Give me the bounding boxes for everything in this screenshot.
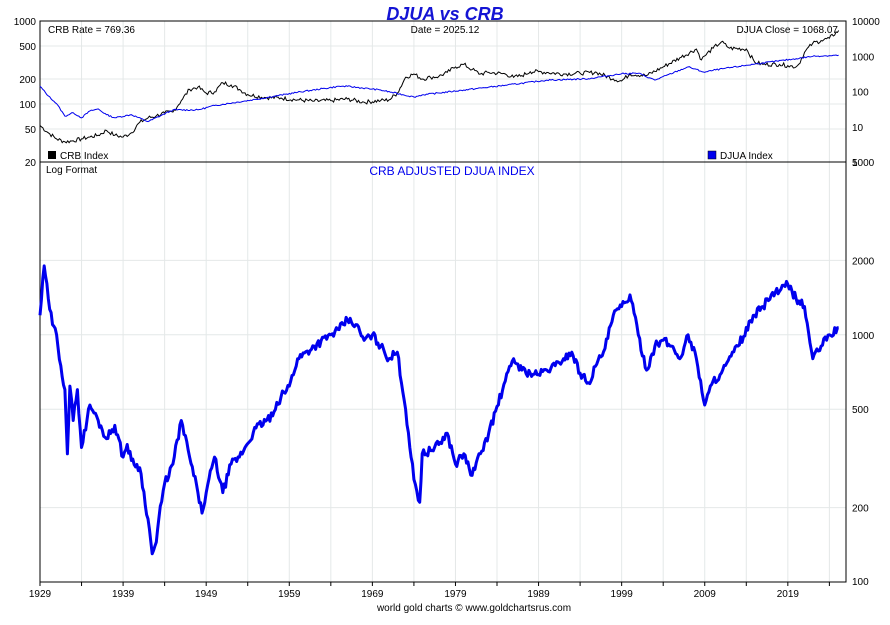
top-left-tick-label: 50 xyxy=(25,125,37,136)
x-axis: 1929 1939 1949 1959 1969 1979 1989 1999 2009 2019 xyxy=(29,582,830,600)
top-left-axis: 1000 500 200 100 50 20 xyxy=(14,17,37,169)
bottom-panel: 5000 2000 1000 500 200 100 Log Format CRB ADJ… xyxy=(38,158,875,588)
top-left-tick-label: 1000 xyxy=(14,17,37,28)
djua-legend-swatch xyxy=(707,150,717,160)
x-tick-label: 1929 xyxy=(29,589,52,600)
top-right-tick-label: 100 xyxy=(852,88,869,99)
top-right-tick-label: 10000 xyxy=(852,17,880,28)
crb-legend-swatch xyxy=(48,151,56,159)
top-right-axis: 10000 1000 100 10 1 xyxy=(852,17,880,169)
bottom-panel-frame xyxy=(39,161,847,583)
x-tick-label: 1999 xyxy=(611,589,634,600)
x-tick-label: 1939 xyxy=(112,589,135,600)
top-left-tick-label: 500 xyxy=(19,42,36,53)
bottom-right-tick-label: 200 xyxy=(852,504,869,515)
x-tick-label: 1979 xyxy=(444,589,467,600)
bottom-grid xyxy=(39,161,846,583)
top-right-tick-label: 1 xyxy=(852,158,858,169)
crb-index-line xyxy=(39,30,840,144)
x-tick-label: 1959 xyxy=(278,589,301,600)
bottom-right-tick-label: 100 xyxy=(852,577,869,588)
top-left-tick-label: 100 xyxy=(19,100,36,111)
log-format-note: Log Format xyxy=(46,165,97,176)
x-tick-label: 1989 xyxy=(527,589,550,600)
djua-legend-label: DJUA Index xyxy=(720,151,773,162)
top-left-tick-label: 200 xyxy=(19,75,36,86)
top-left-tick-label: 20 xyxy=(25,158,37,169)
top-right-tick-label: 10 xyxy=(852,123,864,134)
djua-close-readout: DJUA Close = 1068.07 xyxy=(737,25,839,36)
bottom-panel-title: CRB ADJUSTED DJUA INDEX xyxy=(369,164,534,178)
chart-title: DJUA vs CRB xyxy=(386,4,503,24)
top-panel: 1000 500 200 100 50 20 10000 1000 100 10 1 CRB Ra… xyxy=(14,17,880,169)
x-tick-label: 2009 xyxy=(694,589,717,600)
date-readout: Date = 2025.12 xyxy=(411,25,480,36)
x-tick-label: 1969 xyxy=(361,589,384,600)
top-grid xyxy=(39,20,846,163)
crb-adjusted-djua-line xyxy=(38,264,839,556)
bottom-right-axis: 5000 2000 1000 500 200 100 xyxy=(852,158,875,588)
bottom-right-tick-label: 2000 xyxy=(852,256,875,267)
bottom-right-tick-label: 1000 xyxy=(852,331,875,342)
top-right-tick-label: 1000 xyxy=(852,52,875,63)
x-tick-label: 1949 xyxy=(195,589,218,600)
footer-credit: world gold charts © www.goldchartsrus.co… xyxy=(376,603,571,614)
top-panel-frame xyxy=(39,20,847,163)
crb-rate-readout: CRB Rate = 769.36 xyxy=(48,25,135,36)
x-tick-label: 2019 xyxy=(777,589,800,600)
djua-index-line xyxy=(39,54,839,123)
crb-legend-label: CRB Index xyxy=(60,151,108,162)
bottom-right-tick-label: 500 xyxy=(852,405,869,416)
bottom-right-tick-label: 5000 xyxy=(852,158,875,169)
